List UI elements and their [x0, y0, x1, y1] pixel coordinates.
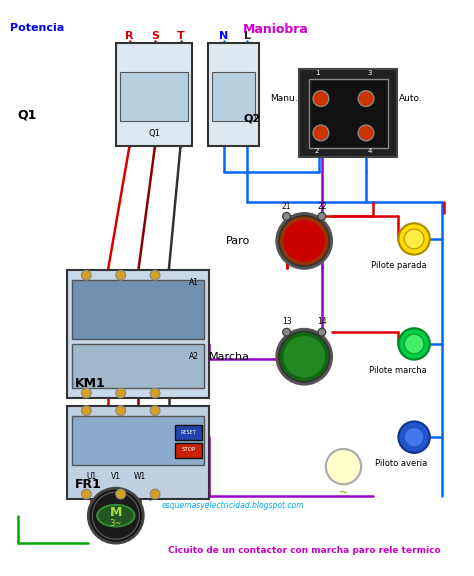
Circle shape: [116, 388, 126, 398]
Text: 14: 14: [317, 317, 327, 327]
Ellipse shape: [97, 505, 135, 526]
Text: V1: V1: [111, 472, 121, 482]
Circle shape: [283, 213, 291, 220]
Text: 21: 21: [282, 202, 292, 210]
Text: FR1: FR1: [74, 478, 101, 491]
Bar: [208, 43, 259, 146]
Circle shape: [82, 388, 91, 398]
Text: 13: 13: [282, 317, 292, 327]
Text: 4: 4: [368, 147, 372, 154]
Bar: [299, 69, 397, 157]
Circle shape: [82, 489, 91, 499]
Text: R: R: [125, 31, 134, 41]
Circle shape: [318, 328, 326, 336]
Circle shape: [404, 334, 424, 354]
Circle shape: [116, 270, 126, 280]
Text: STOP: STOP: [181, 448, 196, 452]
Bar: [120, 72, 189, 121]
Circle shape: [88, 488, 143, 543]
Text: Auto.: Auto.: [400, 94, 423, 103]
Bar: [175, 443, 202, 458]
Text: Potencia: Potencia: [10, 23, 64, 33]
Text: esquemasyelectricidad.blogspot.com: esquemasyelectricidad.blogspot.com: [161, 501, 304, 510]
Circle shape: [282, 334, 327, 379]
Circle shape: [404, 229, 424, 249]
Circle shape: [313, 125, 329, 141]
Text: 22: 22: [317, 202, 327, 210]
Circle shape: [150, 270, 160, 280]
Text: Q1: Q1: [148, 129, 160, 138]
Circle shape: [282, 218, 327, 263]
Circle shape: [399, 328, 430, 359]
Text: Q1: Q1: [18, 108, 37, 122]
Circle shape: [277, 214, 332, 268]
Circle shape: [399, 223, 430, 255]
Circle shape: [277, 329, 332, 384]
Text: M: M: [109, 506, 122, 519]
Text: 3~: 3~: [109, 519, 122, 528]
Text: A1: A1: [189, 278, 199, 287]
Text: RESET: RESET: [181, 430, 196, 435]
Bar: [309, 79, 388, 147]
Circle shape: [326, 449, 361, 484]
Text: W1: W1: [134, 472, 146, 482]
Text: ~: ~: [339, 488, 348, 498]
Text: Cicuito de un contactor con marcha paro rele termico: Cicuito de un contactor con marcha paro …: [168, 547, 440, 555]
Circle shape: [150, 388, 160, 398]
Text: T: T: [177, 31, 184, 41]
Bar: [175, 426, 202, 440]
Text: 1: 1: [315, 70, 319, 76]
Circle shape: [82, 406, 91, 415]
Bar: [72, 344, 204, 388]
Text: 3: 3: [368, 70, 372, 76]
Circle shape: [82, 270, 91, 280]
Text: 2: 2: [315, 147, 319, 154]
Bar: [67, 406, 209, 499]
Circle shape: [283, 328, 291, 336]
Text: S: S: [151, 31, 159, 41]
Text: U1: U1: [86, 472, 96, 482]
Bar: [72, 280, 204, 339]
Circle shape: [358, 125, 374, 141]
Text: Q2: Q2: [243, 113, 261, 123]
Circle shape: [313, 91, 329, 107]
Text: A2: A2: [189, 352, 199, 361]
Circle shape: [404, 427, 424, 447]
Bar: [67, 270, 209, 398]
Bar: [212, 72, 255, 121]
Circle shape: [150, 406, 160, 415]
Circle shape: [399, 422, 430, 453]
Bar: [72, 415, 204, 465]
Text: KM1: KM1: [74, 377, 105, 390]
Circle shape: [318, 213, 326, 220]
Circle shape: [358, 91, 374, 107]
Text: Manu.: Manu.: [270, 94, 297, 103]
Circle shape: [116, 406, 126, 415]
Text: Paro: Paro: [226, 236, 250, 246]
Text: Marcha: Marcha: [209, 352, 250, 362]
Text: Pilote parada: Pilote parada: [371, 260, 427, 270]
Text: Maniobra: Maniobra: [243, 23, 309, 36]
Circle shape: [116, 489, 126, 499]
Text: Piloto averia: Piloto averia: [374, 458, 427, 468]
Text: L: L: [244, 31, 251, 41]
Circle shape: [92, 492, 139, 539]
Circle shape: [150, 489, 160, 499]
Text: N: N: [219, 31, 228, 41]
Bar: [116, 43, 192, 146]
Text: Pilote marcha: Pilote marcha: [369, 366, 427, 374]
